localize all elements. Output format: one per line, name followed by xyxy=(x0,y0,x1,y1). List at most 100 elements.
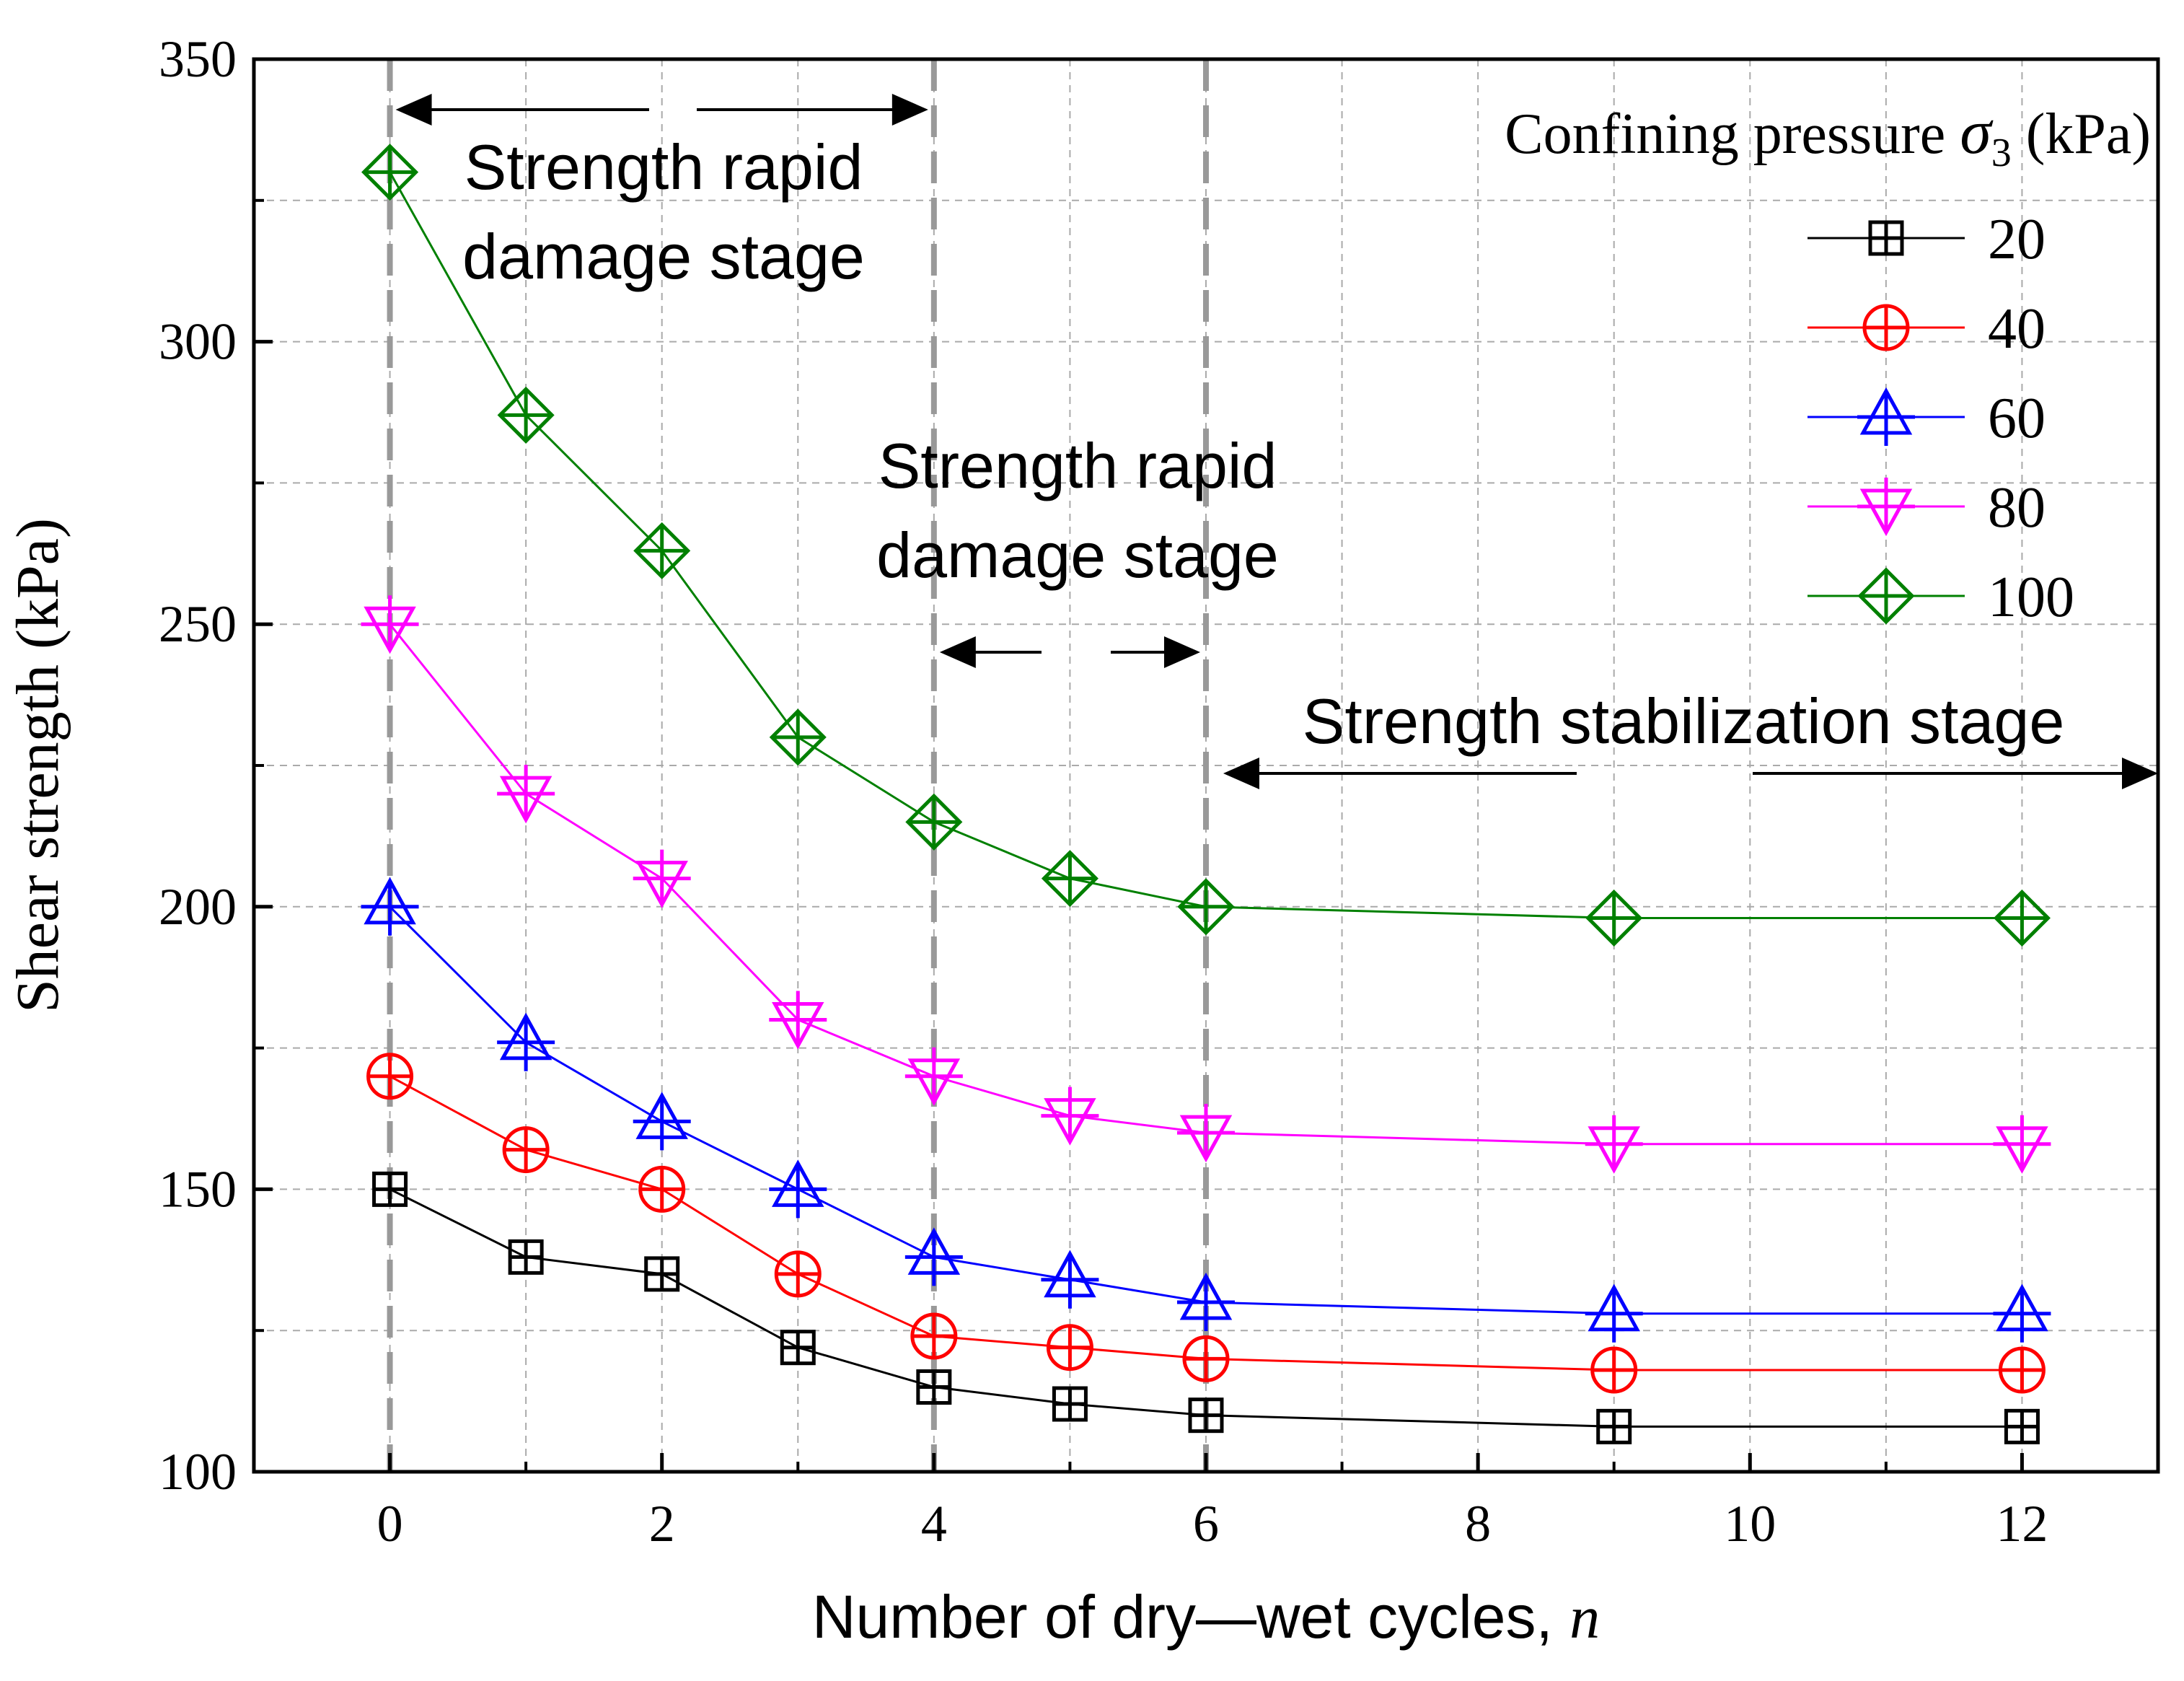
data-point-marker xyxy=(1177,878,1235,936)
series-100 xyxy=(361,144,2051,947)
legend-entry-100: 100 xyxy=(1807,566,2074,629)
data-point-marker xyxy=(905,793,963,851)
data-point-marker xyxy=(372,1171,408,1207)
series-20 xyxy=(372,1171,2040,1444)
x-axis-variable: n xyxy=(1569,1584,1600,1651)
series-60 xyxy=(361,877,2051,1343)
data-point-marker xyxy=(774,1250,822,1298)
data-point-marker xyxy=(1857,387,1915,446)
data-point-marker xyxy=(502,1126,550,1174)
legend-title-text: Confining pressure xyxy=(1505,102,1960,166)
data-point-marker xyxy=(1993,1115,2051,1174)
data-point-marker xyxy=(644,1256,680,1292)
arrow-right-head xyxy=(891,94,928,126)
series-group xyxy=(361,144,2051,1444)
stage-arrow xyxy=(939,636,1200,668)
data-point-marker xyxy=(361,144,419,201)
legend-label: 60 xyxy=(1988,387,2046,450)
data-point-marker xyxy=(361,595,419,654)
data-point-marker xyxy=(769,991,827,1050)
arrow-left-head xyxy=(939,636,976,668)
stage2-label: damage stage xyxy=(876,519,1279,591)
data-point-marker xyxy=(1993,889,2051,947)
legend-label: 100 xyxy=(1988,566,2074,629)
data-point-marker xyxy=(1857,567,1915,625)
x-tick-label: 10 xyxy=(1724,1495,1776,1553)
data-point-marker xyxy=(633,849,691,908)
data-point-marker xyxy=(1590,1346,1638,1394)
x-axis-title-text: Number of dry—wet cycles, xyxy=(812,1583,1569,1651)
legend-entry-40: 40 xyxy=(1807,297,2046,361)
legend-title-symbol: σ xyxy=(1960,97,1994,167)
legend-label: 80 xyxy=(1988,476,2046,540)
arrow-right-head xyxy=(1164,636,1200,668)
arrow-left-head xyxy=(1223,758,1259,789)
data-point-marker xyxy=(1046,1324,1093,1371)
data-point-marker xyxy=(904,1227,963,1286)
data-point-marker xyxy=(1182,1335,1230,1382)
data-point-marker xyxy=(633,1092,691,1151)
legend: Confining pressure σ3 (kPa) 20 40 60 80 100 xyxy=(1505,97,2151,629)
data-point-marker xyxy=(497,1012,555,1071)
legend-entry-20: 20 xyxy=(1807,208,2046,271)
data-point-marker xyxy=(638,1165,686,1213)
data-point-marker xyxy=(633,522,691,579)
x-tick-label: 0 xyxy=(377,1495,403,1553)
data-point-marker xyxy=(780,1330,816,1366)
data-point-marker xyxy=(1052,1386,1088,1422)
data-point-marker xyxy=(1868,220,1904,256)
legend-entry-80: 80 xyxy=(1807,476,2046,540)
data-point-marker xyxy=(916,1369,952,1405)
legend-title-unit: (kPa) xyxy=(2012,102,2151,166)
x-tick-label: 8 xyxy=(1465,1495,1491,1553)
data-point-marker xyxy=(1177,1104,1235,1163)
x-tick-label: 6 xyxy=(1193,1495,1219,1553)
data-point-marker xyxy=(1993,1283,2051,1343)
y-tick-label: 350 xyxy=(159,30,237,88)
x-tick-label: 4 xyxy=(921,1495,947,1553)
arrow-left-head xyxy=(395,94,432,126)
stage-arrow xyxy=(395,94,928,126)
stage-arrow xyxy=(1223,758,2158,789)
data-point-marker xyxy=(2004,1408,2040,1444)
legend-title: Confining pressure σ3 (kPa) xyxy=(1505,97,2151,175)
series-40 xyxy=(366,1053,2046,1394)
legend-label: 20 xyxy=(1988,208,2046,271)
axis-ticks: 0 2 4 6 8 10 12 100 150 200 250 300 350 xyxy=(159,30,2048,1553)
data-point-marker xyxy=(1857,478,1915,537)
data-point-marker xyxy=(361,877,419,936)
y-tick-label: 200 xyxy=(159,878,237,936)
stage-annotations: Strength rapid damage stage Strength rapid… xyxy=(395,94,2158,789)
arrow-right-head xyxy=(2122,758,2158,789)
data-point-marker xyxy=(497,765,555,824)
stage1-label: damage stage xyxy=(462,221,865,292)
y-tick-label: 300 xyxy=(159,313,237,371)
data-point-marker xyxy=(1585,889,1643,947)
data-point-marker xyxy=(1585,1283,1643,1343)
x-tick-label: 12 xyxy=(1996,1495,2048,1553)
data-point-marker xyxy=(769,1159,827,1219)
y-tick-label: 250 xyxy=(159,595,237,653)
data-point-marker xyxy=(769,708,827,766)
data-point-marker xyxy=(508,1239,544,1275)
legend-entry-60: 60 xyxy=(1807,387,2046,450)
data-point-marker xyxy=(1998,1346,2046,1394)
series-80 xyxy=(361,595,2051,1174)
data-point-marker xyxy=(1177,1272,1235,1332)
y-axis-title: Shear strength (kPa) xyxy=(4,518,71,1013)
x-axis-title: Number of dry—wet cycles, n xyxy=(812,1583,1600,1651)
data-point-marker xyxy=(1041,1250,1099,1309)
data-point-marker xyxy=(1585,1115,1643,1174)
data-point-marker xyxy=(1188,1397,1224,1434)
y-tick-label: 100 xyxy=(159,1443,237,1501)
data-point-marker xyxy=(1041,1087,1099,1146)
legend-label: 40 xyxy=(1988,297,2046,361)
data-point-marker xyxy=(910,1312,958,1360)
data-point-marker xyxy=(1041,850,1098,908)
stage1-label: Strength rapid xyxy=(464,131,863,203)
stage2-label: Strength rapid xyxy=(879,430,1277,501)
x-tick-label: 2 xyxy=(649,1495,675,1553)
data-point-marker xyxy=(366,1053,414,1100)
data-point-marker xyxy=(1596,1408,1632,1444)
